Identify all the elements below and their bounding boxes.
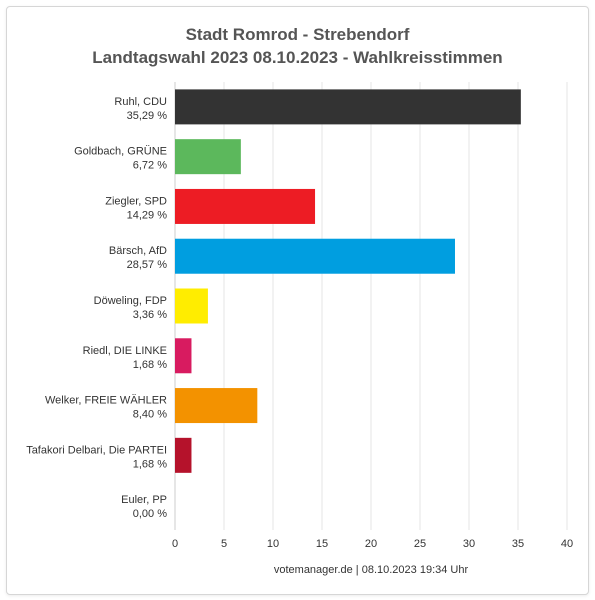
x-tick-label: 35 bbox=[512, 538, 524, 550]
category-label: Welker, FREIE WÄHLER bbox=[45, 395, 167, 407]
category-label: Goldbach, GRÜNE bbox=[74, 146, 167, 158]
bar bbox=[175, 437, 192, 473]
bar bbox=[175, 89, 521, 125]
percent-label: 1,68 % bbox=[133, 359, 167, 371]
percent-label: 3,36 % bbox=[133, 309, 167, 321]
bar bbox=[175, 139, 241, 175]
chart-title: Stadt Romrod - Strebendorf bbox=[185, 25, 410, 44]
percent-label: 35,29 % bbox=[127, 110, 168, 122]
x-tick-label: 40 bbox=[561, 538, 573, 550]
x-tick-label: 25 bbox=[414, 538, 426, 550]
bar bbox=[175, 238, 455, 274]
percent-label: 0,00 % bbox=[133, 508, 167, 520]
x-tick-label: 10 bbox=[267, 538, 279, 550]
x-tick-label: 0 bbox=[172, 538, 178, 550]
category-label: Tafakori Delbari, Die PARTEI bbox=[26, 444, 167, 456]
x-tick-label: 30 bbox=[463, 538, 475, 550]
x-tick-label: 20 bbox=[365, 538, 377, 550]
x-tick-label: 5 bbox=[221, 538, 227, 550]
percent-label: 28,57 % bbox=[127, 259, 168, 271]
percent-label: 14,29 % bbox=[127, 209, 168, 221]
percent-label: 1,68 % bbox=[133, 458, 167, 470]
bar bbox=[175, 288, 208, 324]
x-tick-label: 15 bbox=[316, 538, 328, 550]
bar bbox=[175, 338, 192, 374]
chart-footer: votemanager.de | 08.10.2023 19:34 Uhr bbox=[273, 564, 469, 576]
chart-subtitle: Landtagswahl 2023 08.10.2023 - Wahlkreis… bbox=[92, 48, 503, 67]
category-label: Ziegler, SPD bbox=[105, 195, 167, 207]
category-label: Bärsch, AfD bbox=[109, 245, 167, 257]
bar bbox=[175, 388, 258, 424]
percent-label: 6,72 % bbox=[133, 160, 167, 172]
category-label: Euler, PP bbox=[121, 494, 167, 506]
category-label: Riedl, DIE LINKE bbox=[83, 345, 167, 357]
category-label: Ruhl, CDU bbox=[114, 96, 167, 108]
category-label: Döweling, FDP bbox=[94, 295, 167, 307]
percent-label: 8,40 % bbox=[133, 409, 167, 421]
bar bbox=[175, 188, 316, 224]
